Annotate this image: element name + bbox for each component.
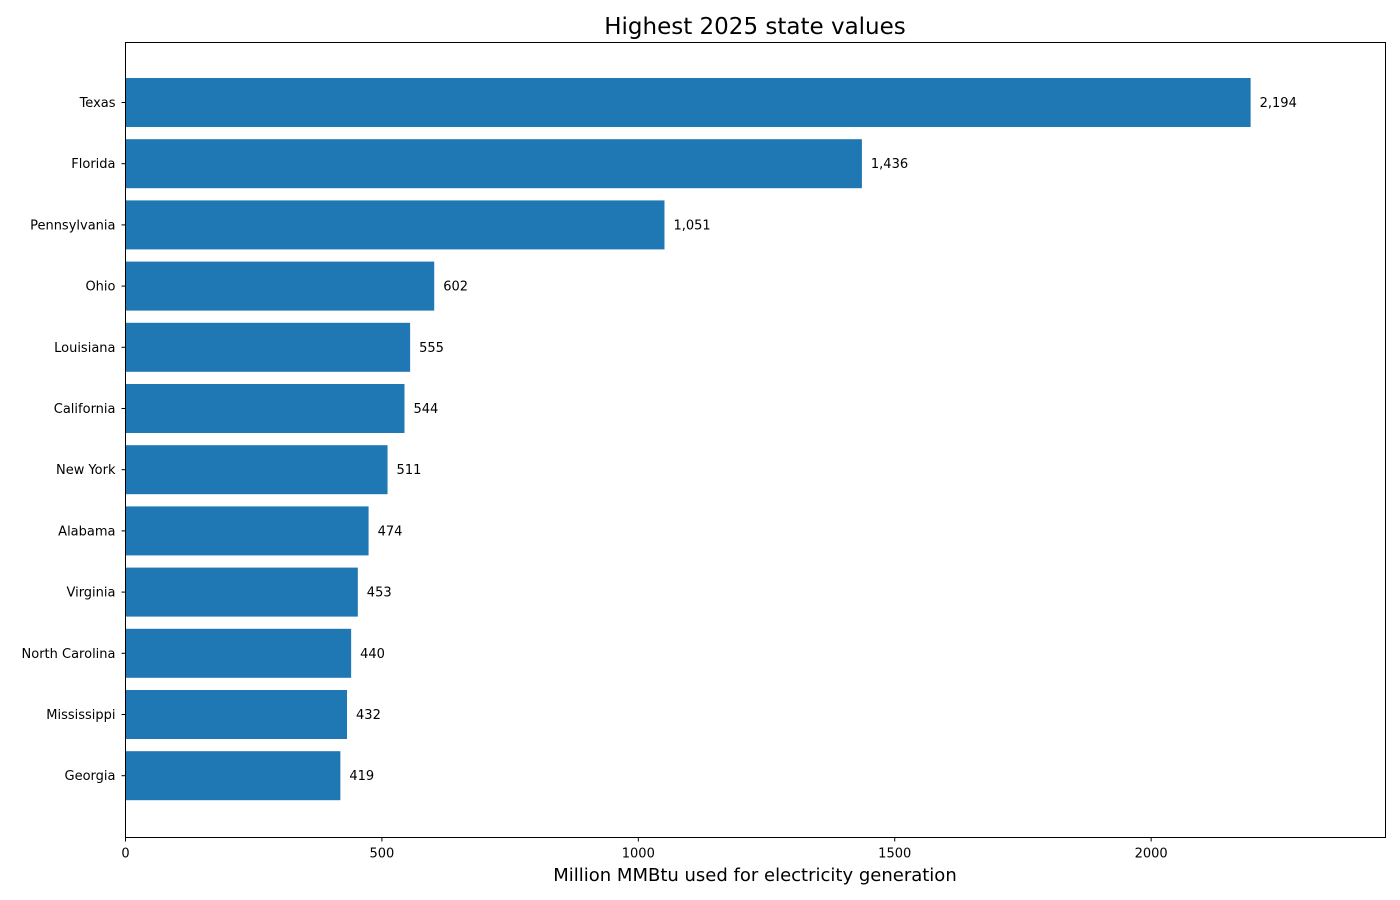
value-label-new-york: 511 <box>397 463 422 478</box>
bar-alabama <box>125 506 369 556</box>
y-tick-label-mississippi: Mississippi <box>46 708 115 723</box>
x-axis-ticks: 0 500 1000 1500 2000 <box>121 837 1168 862</box>
bar-louisiana <box>125 322 411 372</box>
bar-california <box>125 384 405 433</box>
bar-pennsylvania <box>125 200 665 250</box>
y-tick-label-texas: Texas <box>79 96 116 111</box>
y-axis-ticks: Texas Florida Pennsylvania Ohio Louisiana Cal… <box>22 96 126 784</box>
value-label-florida: 1,436 <box>871 157 908 172</box>
y-tick-label-ohio: Ohio <box>85 280 115 295</box>
value-label-pennsylvania: 1,051 <box>673 218 710 233</box>
y-tick-label-pennsylvania: Pennsylvania <box>30 218 115 233</box>
value-label-north-carolina: 440 <box>360 647 385 662</box>
y-tick-label-alabama: Alabama <box>58 524 115 539</box>
bar-mississippi <box>125 690 348 739</box>
value-labels-layer: 2,194 1,436 1,051 602 555 544 511 474 453 440 432 4… <box>349 96 1296 784</box>
bar-virginia <box>125 567 358 617</box>
x-axis-label: Million MMBtu used for electricity gener… <box>553 865 956 886</box>
value-label-california: 544 <box>413 402 438 417</box>
x-tick-label-0: 0 <box>121 847 129 862</box>
bar-georgia <box>125 751 341 801</box>
y-tick-label-north-carolina: North Carolina <box>22 647 116 662</box>
y-tick-label-florida: Florida <box>71 157 115 172</box>
bar-florida <box>125 139 862 189</box>
value-label-texas: 2,194 <box>1260 96 1297 111</box>
bar-north-carolina <box>125 628 352 678</box>
value-label-alabama: 474 <box>378 524 403 539</box>
value-label-mississippi: 432 <box>356 708 381 723</box>
x-tick-label-1500: 1500 <box>878 847 911 862</box>
plot-frame <box>125 42 1386 838</box>
bar-ohio <box>125 261 435 311</box>
bar-texas <box>125 78 1251 127</box>
value-label-virginia: 453 <box>367 586 392 601</box>
y-tick-label-new-york: New York <box>56 463 116 478</box>
x-tick-label-2000: 2000 <box>1135 847 1168 862</box>
x-tick-label-500: 500 <box>369 847 394 862</box>
y-tick-label-virginia: Virginia <box>66 586 115 601</box>
value-label-louisiana: 555 <box>419 341 444 356</box>
bars-layer <box>125 78 1251 801</box>
y-tick-label-louisiana: Louisiana <box>54 341 115 356</box>
value-label-georgia: 419 <box>349 769 374 784</box>
bar-new-york <box>125 445 388 495</box>
value-label-ohio: 602 <box>443 280 468 295</box>
chart-title: Highest 2025 state values <box>604 14 906 40</box>
x-tick-label-1000: 1000 <box>622 847 655 862</box>
y-tick-label-georgia: Georgia <box>65 769 116 784</box>
y-tick-label-california: California <box>54 402 116 417</box>
